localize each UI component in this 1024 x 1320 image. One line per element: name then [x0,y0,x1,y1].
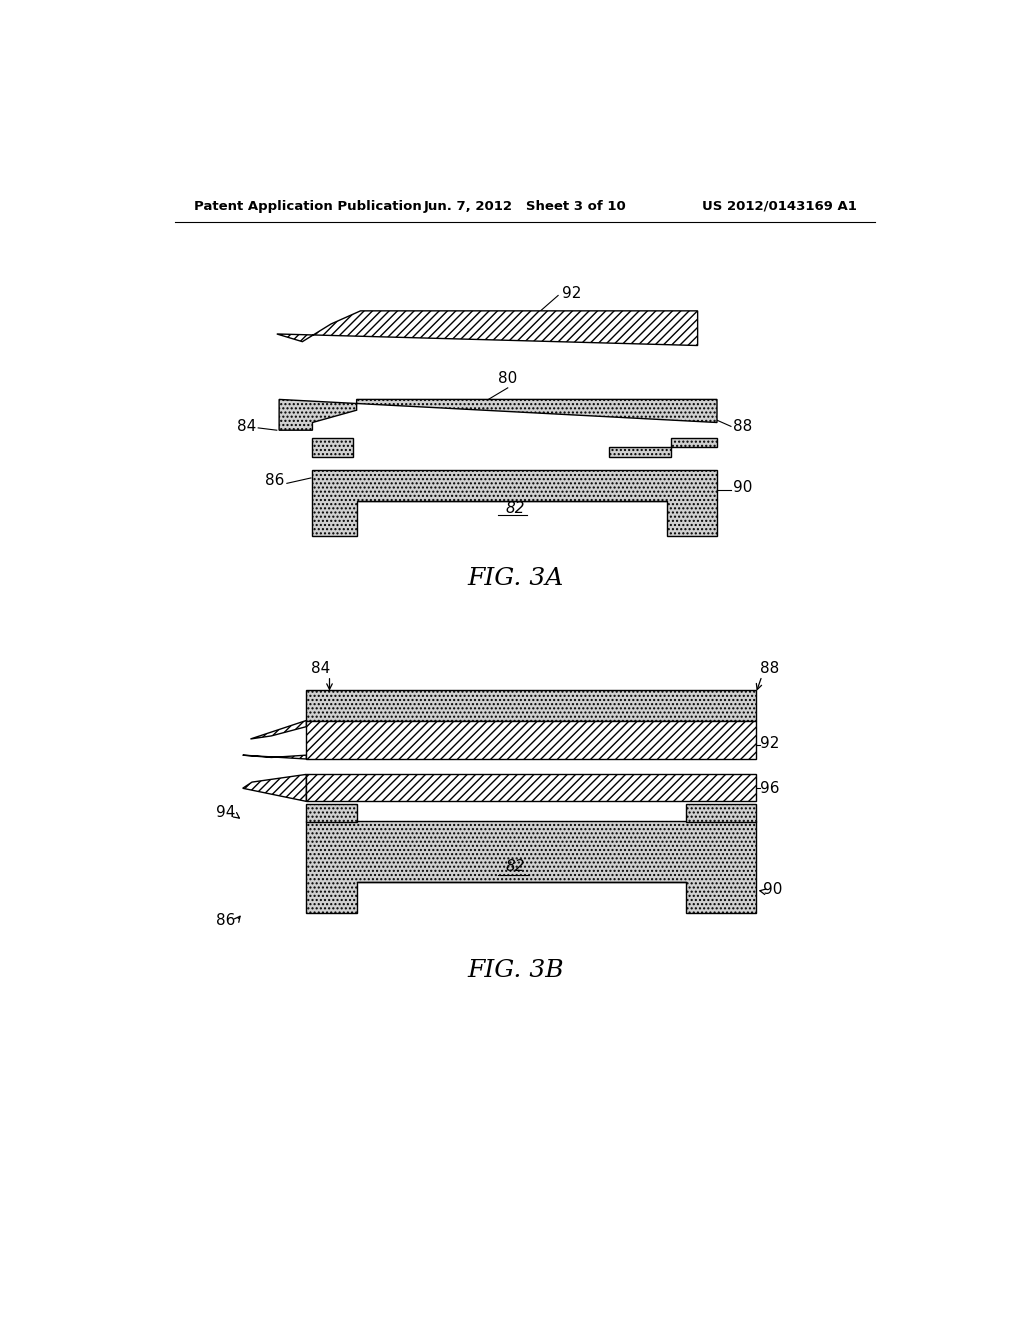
Polygon shape [312,438,352,457]
Text: 92: 92 [562,285,582,301]
Text: 84: 84 [237,418,256,434]
Polygon shape [280,400,717,430]
Text: 82: 82 [506,502,525,516]
Text: 94: 94 [216,805,234,821]
Polygon shape [686,804,756,822]
Text: 88: 88 [760,661,779,676]
Text: 82: 82 [506,859,525,874]
Text: 86: 86 [216,913,234,928]
Polygon shape [243,775,306,801]
Polygon shape [312,470,717,536]
Polygon shape [306,804,356,822]
Text: US 2012/0143169 A1: US 2012/0143169 A1 [701,199,856,213]
Text: FIG. 3A: FIG. 3A [467,566,563,590]
Text: 88: 88 [732,418,752,434]
Polygon shape [251,721,306,739]
Polygon shape [608,438,717,457]
Polygon shape [306,721,756,759]
Polygon shape [243,755,306,759]
Text: 90: 90 [764,882,783,898]
Text: 96: 96 [761,780,780,796]
Text: 90: 90 [732,480,752,495]
Polygon shape [276,312,697,346]
Text: Patent Application Publication: Patent Application Publication [194,199,422,213]
Text: 86: 86 [265,473,285,488]
Text: 80: 80 [498,371,517,385]
Text: 84: 84 [310,661,330,676]
Text: 92: 92 [761,737,779,751]
Text: Jun. 7, 2012   Sheet 3 of 10: Jun. 7, 2012 Sheet 3 of 10 [424,199,626,213]
Polygon shape [306,775,756,801]
Text: FIG. 3B: FIG. 3B [467,960,564,982]
Polygon shape [306,821,756,913]
Polygon shape [306,689,756,721]
